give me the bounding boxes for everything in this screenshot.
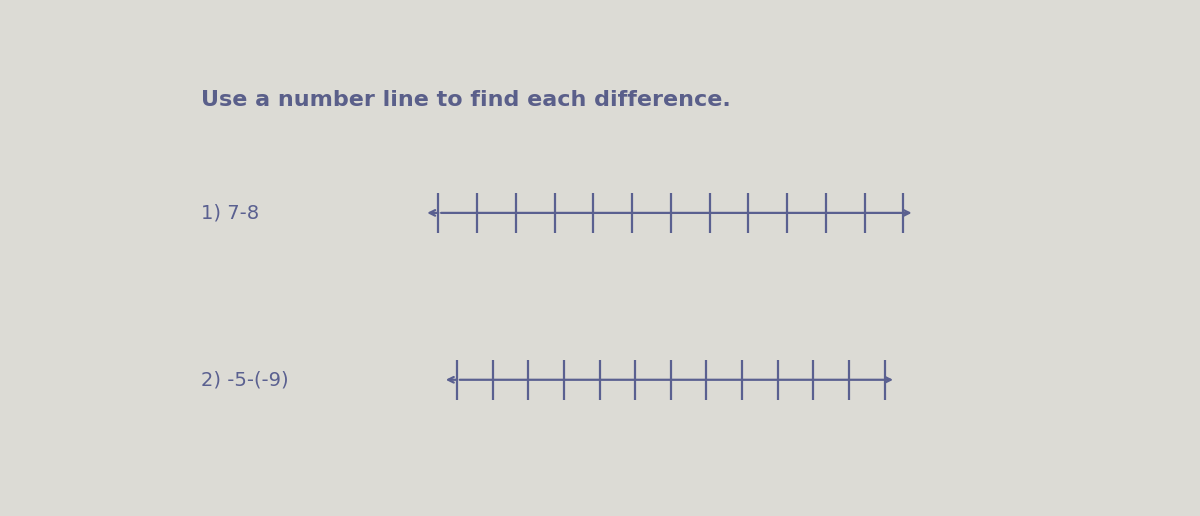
Text: 1) 7-8: 1) 7-8 <box>202 203 259 222</box>
Text: Use a number line to find each difference.: Use a number line to find each differenc… <box>202 90 731 110</box>
Text: 2) -5-(-9): 2) -5-(-9) <box>202 370 289 389</box>
